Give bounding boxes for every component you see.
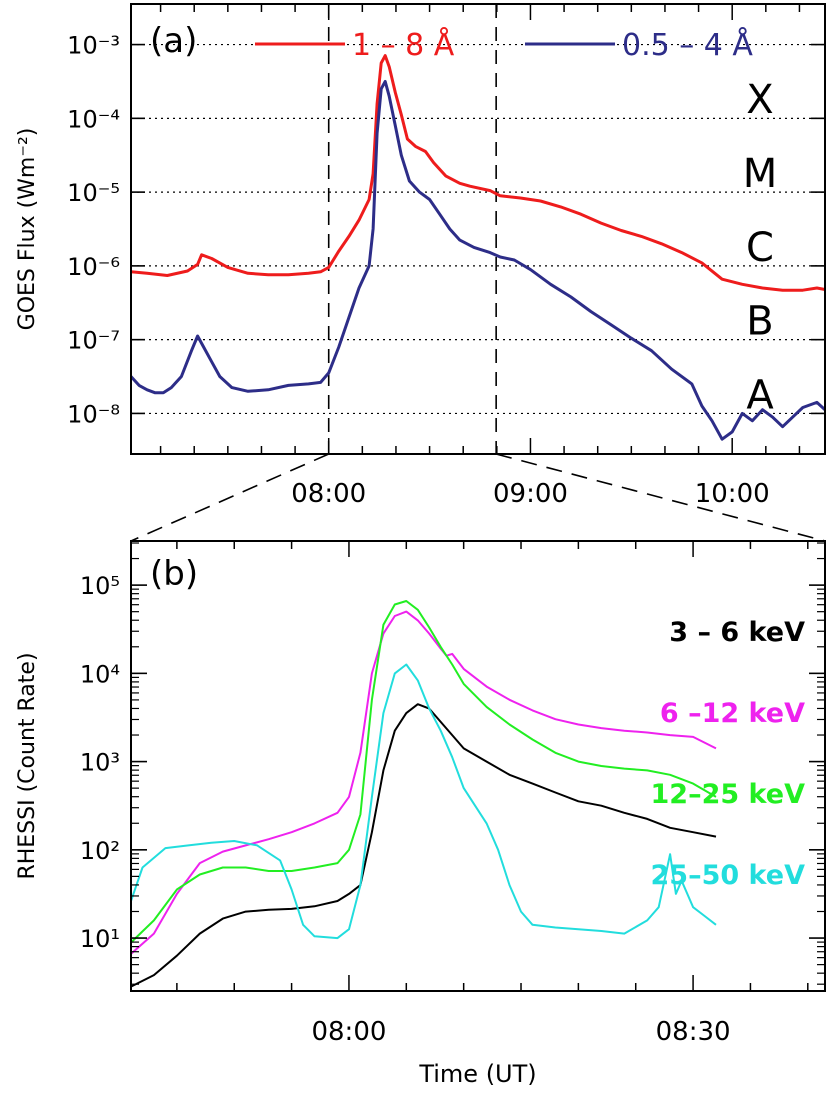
panel-a-ytick-label: 10⁻⁸ [67, 400, 120, 428]
panel-b-xtick-label: 08:00 [311, 1017, 386, 1047]
panel-a-ytick-label: 10⁻⁴ [67, 105, 120, 133]
panel-a-dashed-markers [327, 4, 497, 454]
panel-a-goes: 10⁻³10⁻⁴10⁻⁵10⁻⁶10⁻⁷10⁻⁸08:00 09:00 10:00 … [15, 3, 827, 509]
panel-a-class-label: A [746, 372, 774, 418]
panel-a-legend-label: 0.5 – 4 Å [622, 27, 753, 63]
panel-a-gridlines [131, 43, 825, 415]
zoom-connector-lines [130, 453, 826, 542]
panel-a-series-line [129, 80, 827, 441]
panel-b-legend-label: 3 – 6 keV [669, 617, 805, 648]
zoom-line [130, 453, 330, 542]
panel-b-ytick-label: 10¹ [80, 925, 120, 953]
panel-a-series [129, 54, 827, 441]
panel-b-legend-label: 12–25 keV [651, 779, 806, 810]
panel-a-label: (a) [150, 21, 197, 61]
panel-a-ytick-label: 10⁻⁷ [67, 327, 120, 355]
panel-b-x-axis-label: Time (UT) [418, 1060, 536, 1088]
zoom-line [495, 453, 826, 542]
panel-b-xtick-label: 08:30 [656, 1017, 731, 1047]
panel-a-frame [130, 3, 826, 455]
panel-b-rhessi: 10¹ 10² 10³ 10⁴ 10⁵ 08:00 08:30 3 – 6 keV 6 –12… [15, 540, 826, 1088]
panel-b-y-axis-label: RHESSI (Count Rate) [15, 652, 40, 879]
panel-b-ticks: 10¹ 10² 10³ 10⁴ 10⁵ 08:00 08:30 [80, 541, 825, 1047]
panel-b-series-line [130, 703, 717, 988]
panel-a-legend: 1 – 8 Å 0.5 – 4 Å [255, 27, 753, 63]
panel-a-xtick-label: 10:00 [695, 479, 770, 509]
panel-a-series-line [130, 54, 826, 292]
panel-a-ytick-label: 10⁻³ [67, 32, 120, 60]
panel-b-label: (b) [150, 554, 198, 594]
panel-b-series-line [130, 663, 717, 940]
panel-b-series-line [130, 610, 717, 955]
panel-a-y-axis-label: GOES Flux (Wm⁻²) [15, 128, 40, 331]
panel-b-legend-label: 6 –12 keV [660, 698, 805, 729]
panel-b-ytick-label: 10² [80, 837, 120, 865]
panel-a-class-label: B [746, 299, 773, 345]
panel-a-ytick-label: 10⁻⁶ [67, 253, 120, 281]
panel-b-ytick-label: 10⁵ [80, 572, 120, 600]
panel-a-class-label: C [746, 225, 774, 271]
panel-b-legend: 3 – 6 keV 6 –12 keV 12–25 keV 25–50 keV [651, 617, 806, 891]
panel-b-legend-label: 25–50 keV [651, 860, 806, 891]
panel-b-ytick-label: 10⁴ [80, 660, 120, 688]
panel-a-ticks: 10⁻³ 10⁻⁴ 10⁻⁵ 10⁻⁶ 10⁻⁷ 10⁻⁸ 08:00 09:00 10:00 [67, 4, 825, 509]
panel-a-class-label: M [743, 151, 778, 197]
panel-a-xtick-label: 09:00 [493, 479, 568, 509]
panel-a-ytick-label: 10⁻⁵ [67, 179, 120, 207]
panel-b-series [130, 600, 717, 988]
panel-b-series-line [130, 600, 717, 944]
panel-b-ytick-label: 10³ [80, 749, 120, 777]
panel-a-legend-label: 1 – 8 Å [352, 27, 455, 63]
panel-a-class-label: X [746, 77, 773, 123]
panel-a-xtick-label: 08:00 [291, 479, 366, 509]
panel-b-frame [130, 540, 826, 992]
